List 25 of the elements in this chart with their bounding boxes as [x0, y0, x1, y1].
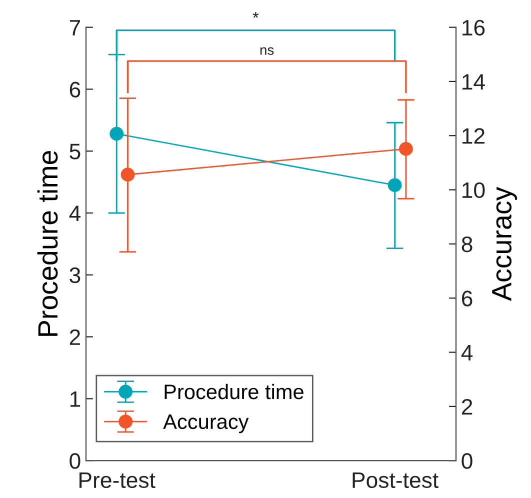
- y-tick-label: 4: [69, 206, 80, 222]
- y-tick-label: 0: [70, 453, 80, 469]
- x-tick-label: Post-test: [352, 472, 438, 488]
- y-axis-title: Procedure time: [37, 151, 58, 336]
- y-tick-label: 2: [70, 329, 80, 345]
- y-tick-label: 3: [70, 267, 80, 284]
- y-tick-label: 5: [70, 144, 80, 160]
- y2-tick-label: 0: [462, 453, 472, 469]
- y2-tick-label: 16: [462, 20, 485, 36]
- y2-tick-label: 12: [462, 128, 484, 144]
- x-tick-label: Pre-test: [80, 472, 156, 488]
- text: *: [252, 12, 259, 18]
- y2-tick-label: 2: [462, 398, 472, 414]
- y2-axis-title: Accuracy: [492, 186, 518, 302]
- y2-tick-label: 14: [462, 74, 485, 90]
- y2-tick-label: 4: [461, 345, 473, 360]
- y2-tick-label: 6: [462, 290, 472, 306]
- y2-tick-label: 10: [462, 182, 485, 198]
- y-tick-label: 7: [70, 20, 80, 36]
- y-tick-label: 6: [70, 82, 80, 98]
- y2-tick-label: 8: [462, 236, 472, 252]
- y-tick-label: 1: [70, 391, 80, 407]
- annotation: ns: [260, 47, 274, 55]
- legend-label: Accuracy: [163, 414, 249, 434]
- legend-label: Procedure time: [164, 384, 304, 400]
